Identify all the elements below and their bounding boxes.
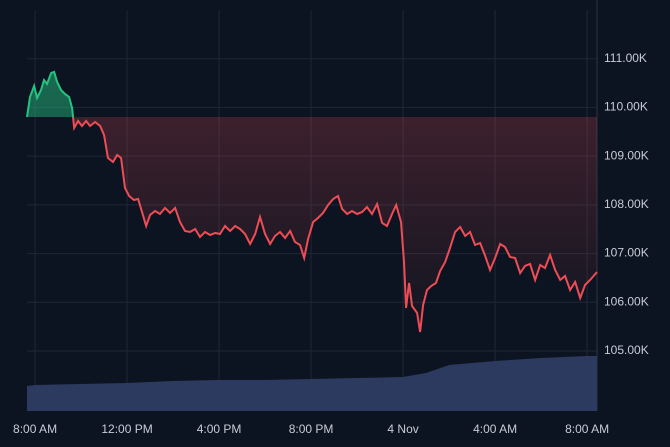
x-tick-label: 8:00 PM [289,422,334,436]
x-tick-label: 8:00 AM [565,422,609,436]
x-tick-label: 4:00 AM [473,422,517,436]
y-tick-label: 111.00K [604,51,647,65]
y-tick-label: 108.00K [604,197,649,211]
y-tick-label: 110.00K [604,100,648,114]
x-tick-label: 4 Nov [387,422,418,436]
volume-area [27,356,597,411]
y-tick-label: 106.00K [604,294,649,308]
x-tick-label: 4:00 PM [197,422,242,436]
area-up [27,71,74,117]
y-tick-label: 107.00K [604,246,649,260]
x-tick-label: 8:00 AM [13,422,57,436]
area-down [27,116,597,333]
y-tick-label: 109.00K [604,148,649,162]
x-tick-label: 12:00 PM [101,422,152,436]
y-tick-label: 105.00K [604,343,649,357]
price-line [26,116,598,333]
